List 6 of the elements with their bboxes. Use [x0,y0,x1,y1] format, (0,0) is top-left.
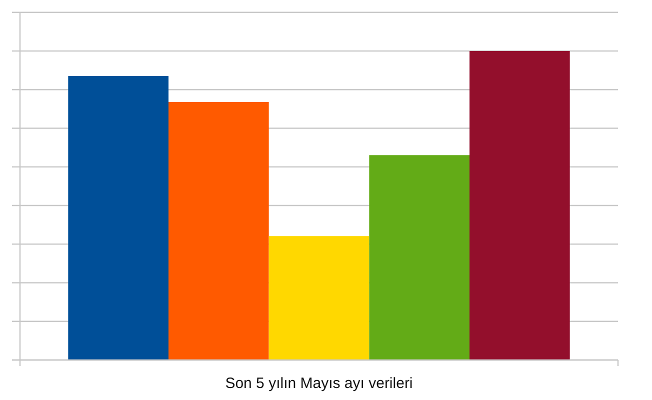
bar [168,102,269,360]
x-axis-title: Son 5 yılın Mayıs ayı verileri [225,375,413,392]
bar [470,51,570,360]
bar [268,236,370,360]
bar [369,155,470,360]
bar [68,76,168,360]
